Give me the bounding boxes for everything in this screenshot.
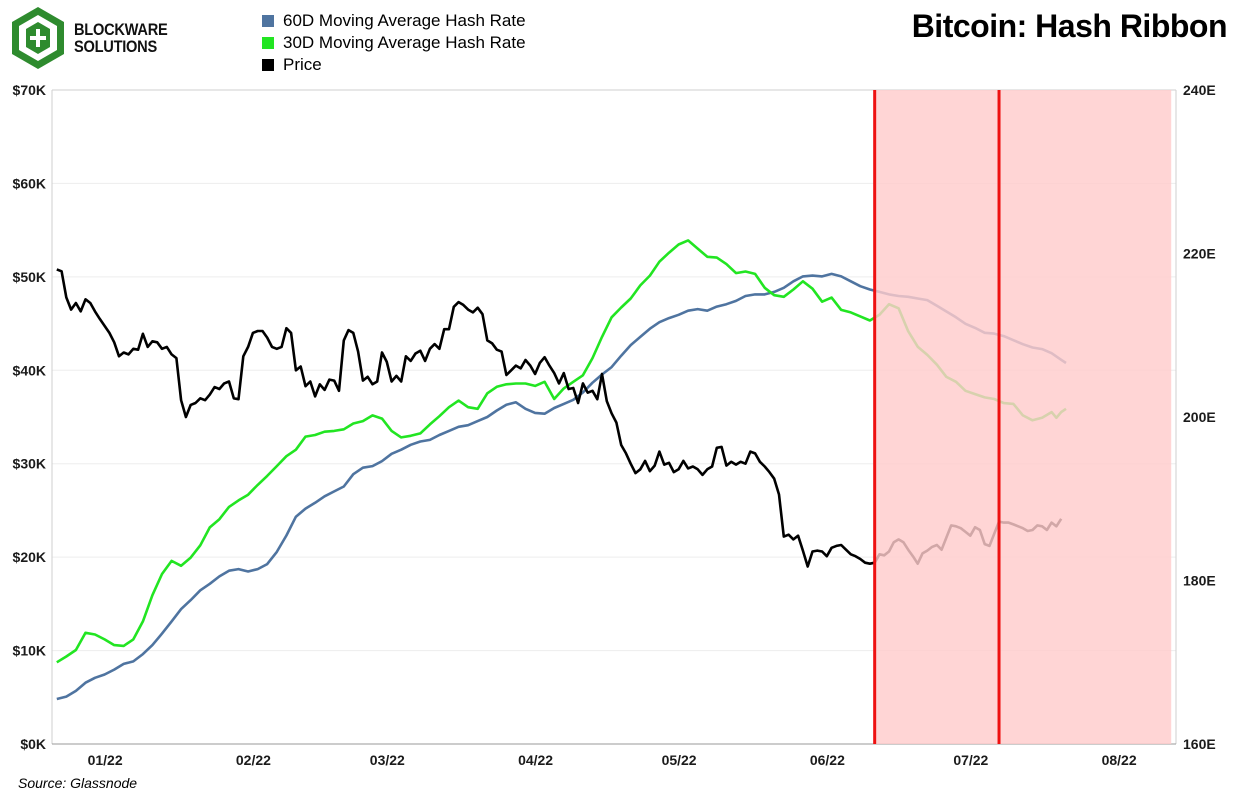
x-tick-label: 03/22 bbox=[370, 752, 405, 768]
y-left-tick-label: $70K bbox=[13, 82, 46, 98]
y-left-tick-label: $0K bbox=[20, 736, 46, 752]
x-tick-label: 07/22 bbox=[953, 752, 988, 768]
legend-item-30d: 30D Moving Average Hash Rate bbox=[262, 32, 526, 54]
y-left-tick-label: $10K bbox=[13, 643, 46, 659]
y-right-tick-label: 180E bbox=[1183, 573, 1216, 589]
x-tick-label: 05/22 bbox=[662, 752, 697, 768]
x-tick-label: 02/22 bbox=[236, 752, 271, 768]
chart-legend: 60D Moving Average Hash Rate 30D Moving … bbox=[262, 10, 526, 76]
capitulation-zone bbox=[874, 90, 1172, 744]
y-left-tick-label: $60K bbox=[13, 175, 46, 191]
y-left-tick-label: $40K bbox=[13, 362, 46, 378]
chart-title: Bitcoin: Hash Ribbon bbox=[911, 8, 1228, 44]
y-right-tick-label: 160E bbox=[1183, 736, 1216, 752]
y-left-tick-label: $20K bbox=[13, 549, 46, 565]
legend-label-30d: 30D Moving Average Hash Rate bbox=[283, 33, 526, 52]
x-tick-label: 04/22 bbox=[518, 752, 553, 768]
legend-item-60d: 60D Moving Average Hash Rate bbox=[262, 10, 526, 32]
legend-swatch-30d bbox=[262, 37, 274, 49]
cube-logo-icon bbox=[12, 7, 64, 69]
brand-line-2: SOLUTIONS bbox=[74, 37, 157, 56]
brand-logo: BLOCKWARE SOLUTIONS bbox=[8, 5, 178, 71]
brand-line-1: BLOCKWARE bbox=[74, 20, 168, 39]
legend-swatch-price bbox=[262, 59, 274, 71]
x-tick-label: 08/22 bbox=[1102, 752, 1137, 768]
legend-item-price: Price bbox=[262, 54, 526, 76]
y-right-tick-label: 240E bbox=[1183, 82, 1216, 98]
brand-name: BLOCKWARE SOLUTIONS bbox=[74, 21, 168, 55]
y-right-tick-label: 200E bbox=[1183, 409, 1216, 425]
legend-label-60d: 60D Moving Average Hash Rate bbox=[283, 11, 526, 30]
legend-label-price: Price bbox=[283, 55, 322, 74]
y-left-tick-label: $50K bbox=[13, 269, 46, 285]
x-tick-label: 01/22 bbox=[88, 752, 123, 768]
y-left-tick-label: $30K bbox=[13, 456, 46, 472]
x-tick-label: 06/22 bbox=[810, 752, 845, 768]
source-note: Source: Glassnode bbox=[18, 775, 138, 791]
y-right-tick-label: 220E bbox=[1183, 246, 1216, 262]
legend-swatch-60d bbox=[262, 15, 274, 27]
